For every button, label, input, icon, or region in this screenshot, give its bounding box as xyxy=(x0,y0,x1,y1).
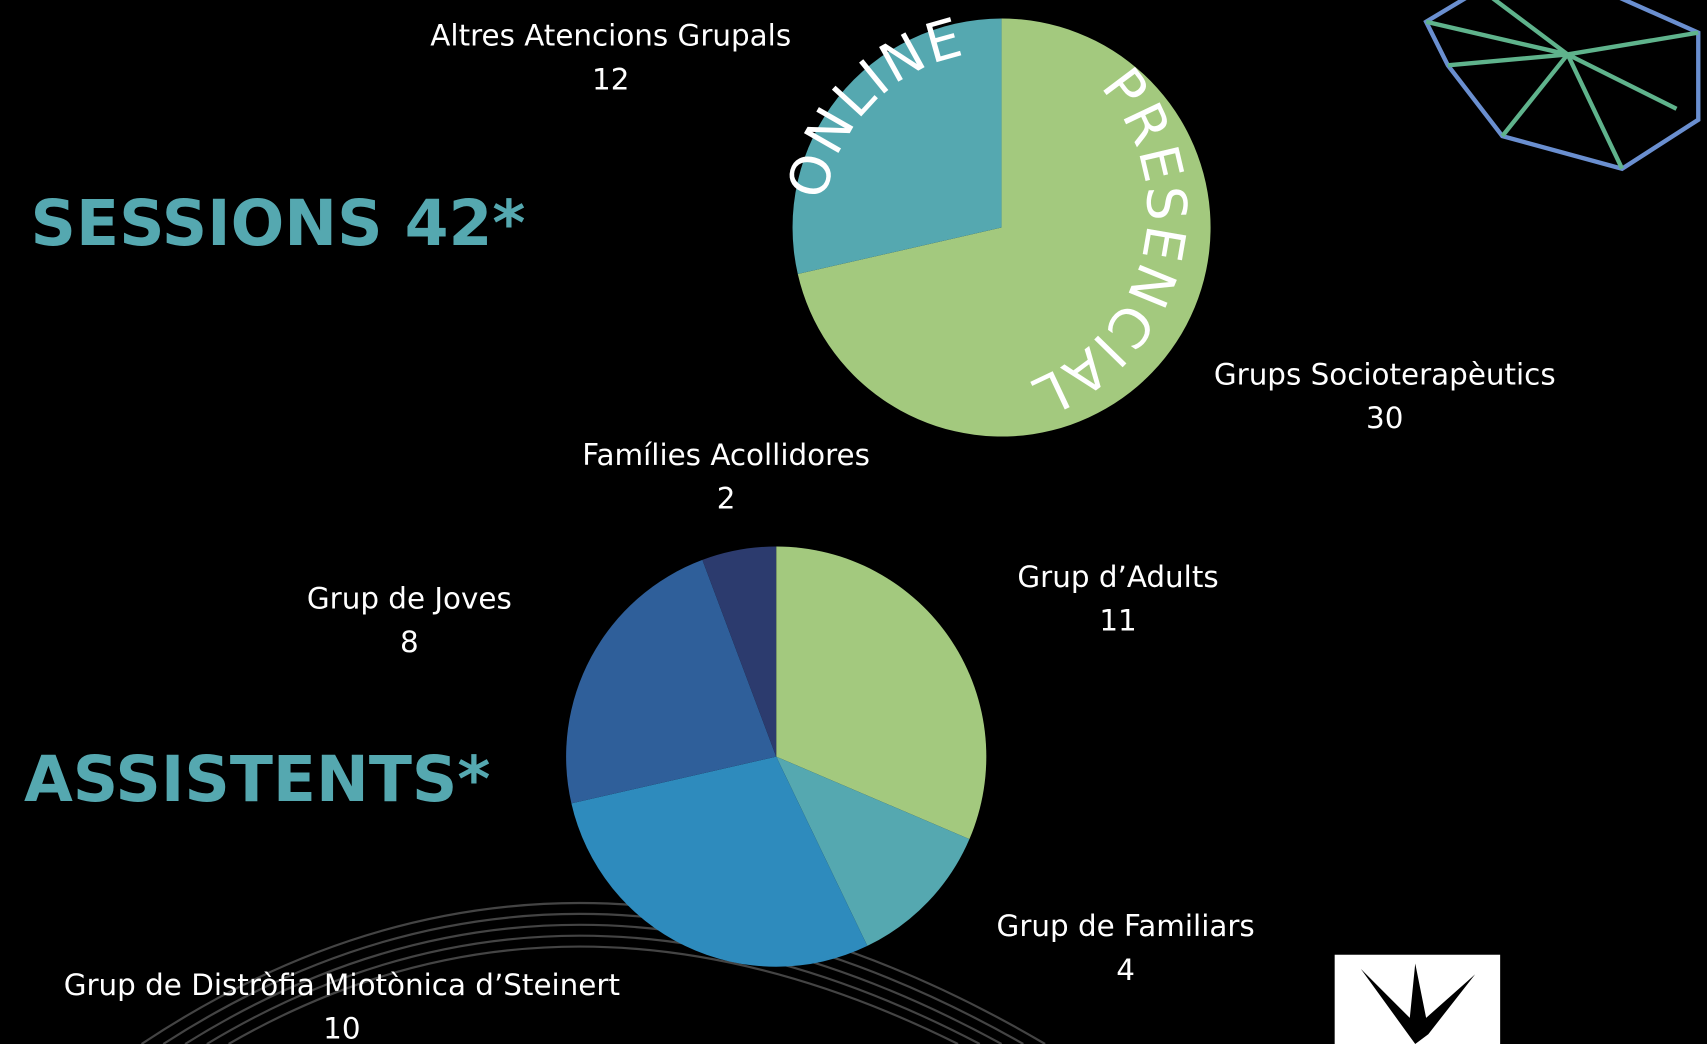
decoration-logo xyxy=(1334,954,1501,1044)
slice-label: Grup de Familiars xyxy=(997,909,1255,943)
slice-label: Grup de Distròfia Miotònica d’Steinert xyxy=(64,968,620,1002)
slice-value: 30 xyxy=(1366,401,1403,435)
pie-slice xyxy=(566,559,777,804)
pie-slice xyxy=(797,18,1211,437)
pie-slice xyxy=(702,546,777,757)
charts: Grups Socioterapèutics 30 Altres Atencions… xyxy=(64,5,1556,1044)
pie-slice xyxy=(792,18,1002,275)
heading: ASSISTENTS* xyxy=(24,742,490,816)
slice-value: 4 xyxy=(1116,953,1135,987)
slice-value: 12 xyxy=(592,62,629,96)
slice-label: Altres Atencions Grupals xyxy=(430,19,791,53)
slice-value: 10 xyxy=(323,1012,360,1044)
slice-label: Grups Socioterapèutics xyxy=(1214,357,1556,391)
slice-label: Famílies Acollidores xyxy=(582,438,870,472)
decoration-arcs xyxy=(140,901,1046,1044)
pie-slice xyxy=(776,756,970,946)
pie-slice xyxy=(776,546,987,840)
slice-value: 8 xyxy=(400,625,419,659)
decoration-geodesic xyxy=(1423,0,1701,172)
slice-value: 2 xyxy=(717,481,736,515)
heading: SESSIONS 42* xyxy=(30,186,525,260)
pie-slice xyxy=(571,756,868,967)
slice-value: 11 xyxy=(1099,603,1136,637)
slice-label: Grup d’Adults xyxy=(1017,560,1218,594)
slice-label: Grup de Joves xyxy=(307,582,512,616)
